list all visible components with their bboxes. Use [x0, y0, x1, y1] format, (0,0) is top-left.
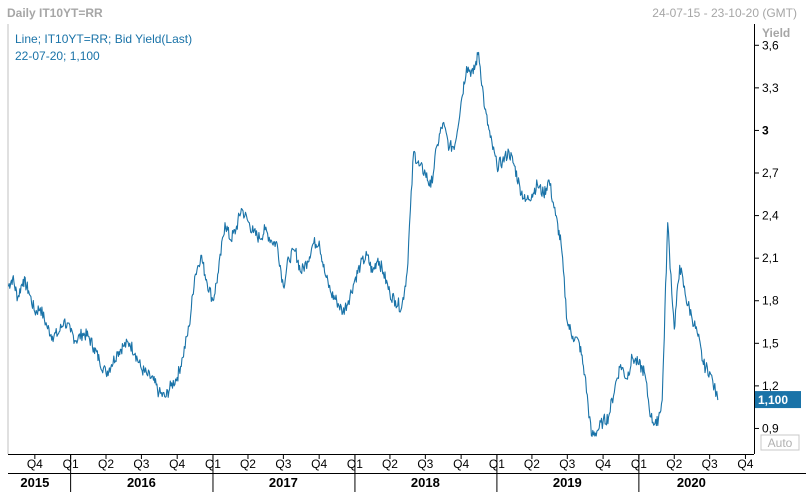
- year-label: 2018: [411, 475, 440, 490]
- x-tick-label: Q3: [133, 457, 149, 471]
- x-tick-label: Q2: [382, 457, 398, 471]
- chart-title: Daily IT10YT=RR: [7, 6, 103, 20]
- x-tick-label: Q3: [417, 457, 433, 471]
- y-tick-label: 2,1: [762, 251, 779, 265]
- y-tick-label: 0,9: [762, 421, 779, 435]
- x-tick-label: Q1: [489, 457, 505, 471]
- x-tick-label: Q3: [702, 457, 718, 471]
- year-label: 2016: [127, 475, 156, 490]
- y-tick-label: 1,5: [762, 336, 779, 350]
- x-tick-label: Q3: [275, 457, 291, 471]
- yield-series-line[interactable]: [8, 51, 719, 437]
- year-label: 2020: [677, 475, 706, 490]
- x-tick-label: Q4: [311, 457, 327, 471]
- x-tick-label: Q3: [559, 457, 575, 471]
- y-tick-label: 2,7: [762, 166, 779, 180]
- auto-scale-button[interactable]: [760, 434, 800, 451]
- y-axis-title: Yield: [762, 26, 790, 40]
- legend-last-value: 22-07-20; 1,100: [15, 49, 100, 63]
- x-tick-label: Q4: [453, 457, 469, 471]
- x-tick-label: Q4: [737, 457, 753, 471]
- y-tick-label: 3,3: [762, 81, 779, 95]
- x-tick-label: Q4: [169, 457, 185, 471]
- date-range: 24-07-15 - 23-10-20 (GMT): [652, 6, 797, 20]
- x-tick-label: Q2: [240, 457, 256, 471]
- year-label: 2015: [20, 475, 49, 490]
- last-value-badge[interactable]: [755, 391, 801, 409]
- y-tick-label: 1,8: [762, 294, 779, 308]
- x-tick-label: Q2: [524, 457, 540, 471]
- year-label: 2017: [269, 475, 298, 490]
- x-tick-label: Q4: [27, 457, 43, 471]
- x-tick-label: Q1: [205, 457, 221, 471]
- y-tick-label: 3: [762, 123, 769, 137]
- last-value-badge-text: 1,100: [758, 393, 788, 407]
- y-tick-label: 3,6: [762, 38, 779, 52]
- auto-scale-label: Auto: [768, 436, 793, 450]
- x-tick-label: Q1: [347, 457, 363, 471]
- x-tick-label: Q1: [63, 457, 79, 471]
- legend-series-label: Line; IT10YT=RR; Bid Yield(Last): [15, 32, 192, 46]
- x-tick-label: Q1: [631, 457, 647, 471]
- x-tick-label: Q2: [98, 457, 114, 471]
- date-range-value: 24-07-15 - 23-10-20: [652, 6, 759, 20]
- timezone-label: (GMT): [762, 6, 797, 20]
- y-tick-label: 2,4: [762, 209, 779, 223]
- x-tick-label: Q4: [595, 457, 611, 471]
- year-label: 2019: [553, 475, 582, 490]
- y-tick-label: 1,2: [762, 379, 779, 393]
- x-tick-label: Q2: [666, 457, 682, 471]
